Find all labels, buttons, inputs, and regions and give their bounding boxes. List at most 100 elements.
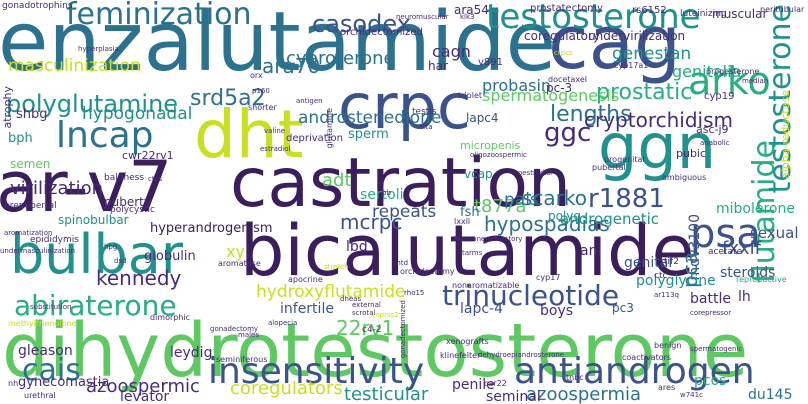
cloud-word: srd5a2 — [190, 86, 266, 111]
cloud-word: anabolic — [700, 139, 730, 147]
cloud-word: orchidectomy — [400, 267, 455, 276]
cloud-word: psa — [690, 211, 761, 257]
cloud-word: baldness — [104, 173, 145, 183]
cloud-word: rho15 — [404, 289, 425, 297]
cloud-word: coactivators — [622, 353, 672, 362]
cloud-word: estradiol — [260, 145, 291, 153]
cloud-word: polyq — [548, 209, 582, 223]
cloud-word: polyglutamine — [6, 90, 179, 118]
cloud-word: tnbc — [566, 373, 584, 382]
cloud-word: repeats — [372, 202, 437, 222]
cloud-word: ar113q — [654, 291, 679, 299]
cloud-word: gonadectomy — [210, 325, 259, 333]
cloud-word: dehydroepiandrosterone — [478, 351, 565, 359]
cloud-word: gonadotrophins — [2, 1, 73, 11]
cloud-word: ares — [658, 383, 676, 392]
cloud-word: cwr22rv1 — [122, 149, 174, 162]
cloud-word: gonadectomized — [399, 300, 407, 359]
cloud-word: lapc4 — [466, 111, 499, 125]
cloud-word: battle — [690, 291, 731, 307]
cloud-word: testicular — [344, 384, 429, 404]
cloud-word: hydroxyflutamide — [256, 282, 406, 302]
cloud-word: cag — [548, 0, 682, 86]
cloud-word: har — [428, 59, 448, 73]
cloud-word: cyproterone — [286, 48, 395, 69]
cloud-word: levator — [120, 389, 170, 404]
cloud-word: cryptorchidism — [584, 108, 733, 132]
cloud-word: tif2 — [664, 257, 679, 267]
cloud-word: adt — [322, 170, 352, 191]
cloud-word: lapc-4 — [460, 301, 504, 317]
cloud-word: corepressor — [690, 309, 732, 317]
cloud-word: testosterone — [486, 0, 701, 37]
cloud-word: external — [352, 301, 381, 309]
cloud-word: males — [238, 331, 260, 339]
cloud-word: klinefelter — [440, 351, 481, 360]
cloud-word: tmprss2 — [370, 311, 399, 319]
cloud-word: seminal — [486, 389, 541, 404]
cloud-word: dsd — [114, 257, 127, 265]
cloud-word: scrotal — [352, 309, 376, 317]
cloud-word: dheas — [340, 295, 362, 303]
cloud-word: androgenetic — [560, 210, 660, 228]
cloud-word: genitalia — [672, 62, 742, 81]
cloud-word: crpcs — [554, 49, 573, 57]
cloud-word: ggn — [598, 110, 717, 183]
cloud-word: antigen — [296, 97, 323, 105]
cloud-word: hyperplasia — [78, 45, 119, 53]
cloud-word: pais — [504, 190, 539, 210]
cloud-word: mcrpc — [340, 210, 403, 234]
cloud-word: hyperandrogenism — [150, 221, 273, 236]
cloud-word: feminization — [66, 0, 252, 32]
cloud-word: bph — [8, 131, 33, 146]
cloud-word: sexual — [750, 224, 799, 242]
cloud-word: puberty — [104, 195, 151, 209]
cloud-word: peritubular — [760, 5, 805, 14]
cloud-word: ara70 — [262, 54, 321, 78]
cloud-word: coregulators — [230, 378, 343, 399]
cloud-word: polyglycine — [636, 273, 716, 289]
cloud-word: fsh — [460, 205, 480, 220]
cloud-word: lbd — [346, 239, 368, 255]
cloud-word: apocrine — [288, 275, 323, 284]
cloud-word: ani — [580, 243, 602, 259]
cloud-word: kennedy — [96, 266, 182, 290]
cloud-word: seminiferous — [216, 355, 268, 364]
cloud-word: fxxlf — [722, 238, 761, 259]
cloud-word: pb — [382, 189, 391, 197]
cloud-word: pc3 — [612, 301, 634, 315]
cloud-word: xenografts — [446, 337, 489, 346]
cloud-word: docetaxel — [548, 75, 587, 84]
cloud-word: globulin — [144, 249, 196, 264]
cloud-word: pubertal — [592, 163, 626, 172]
cloud-word: ctcs — [148, 175, 163, 183]
cloud-word: penile — [452, 377, 495, 393]
cloud-word: scarko — [522, 186, 587, 210]
cloud-word: semen — [10, 157, 51, 171]
cloud-word: dimorphic — [150, 313, 191, 322]
cloud-word: antiandrogen — [514, 351, 755, 392]
cloud-word: car22 — [484, 379, 507, 388]
cloud-word: alopecia — [268, 319, 298, 327]
cloud-word: cais — [22, 353, 81, 388]
cloud-word: cyp17 — [536, 273, 561, 282]
cloud-word: triplet — [458, 91, 483, 100]
cloud-word: dihydrotestosterone — [2, 308, 749, 394]
cloud-word: insensitivity — [208, 351, 425, 392]
cloud-word: nonaromatizable — [452, 281, 520, 290]
cloud-word: median — [742, 77, 769, 85]
cloud-word: enzalutamide — [0, 0, 557, 90]
cloud-word: cyp17a1 — [614, 61, 649, 70]
cloud-word: cagn — [432, 42, 471, 61]
cloud-word: glutamine — [325, 108, 334, 149]
cloud-word: 22rv1 — [336, 316, 395, 340]
cloud-word: acetate — [708, 247, 743, 257]
cloud-word: valine — [264, 127, 286, 135]
cloud-word: substitution — [30, 303, 72, 311]
cloud-word: hypospadias — [484, 212, 610, 236]
cloud-word: shbg — [16, 107, 48, 122]
cloud-word: gleason — [18, 343, 73, 359]
cloud-word: pubic — [676, 147, 707, 160]
cloud-word: stretch — [324, 263, 349, 271]
